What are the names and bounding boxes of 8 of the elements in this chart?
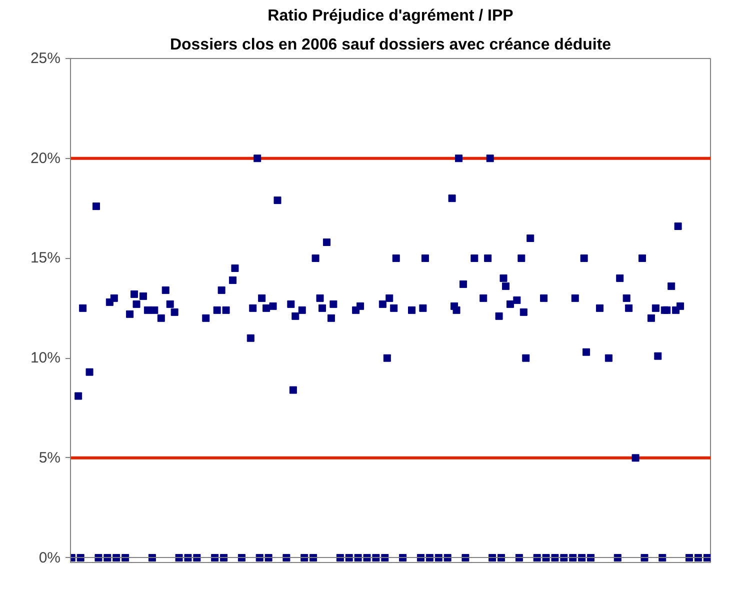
y-tick-label: 0% <box>38 549 61 566</box>
y-tick-label: 25% <box>30 50 61 67</box>
y-tick-label: 5% <box>38 449 61 466</box>
y-tick-label: 15% <box>30 250 61 267</box>
chart-subtitle: Dossiers clos en 2006 sauf dossiers avec créance déduite <box>170 36 612 54</box>
y-tick-label: 10% <box>30 350 61 367</box>
chart-title: Ratio Préjudice d'agrément / IPP <box>268 8 514 24</box>
y-tick-label: 20% <box>30 150 61 167</box>
